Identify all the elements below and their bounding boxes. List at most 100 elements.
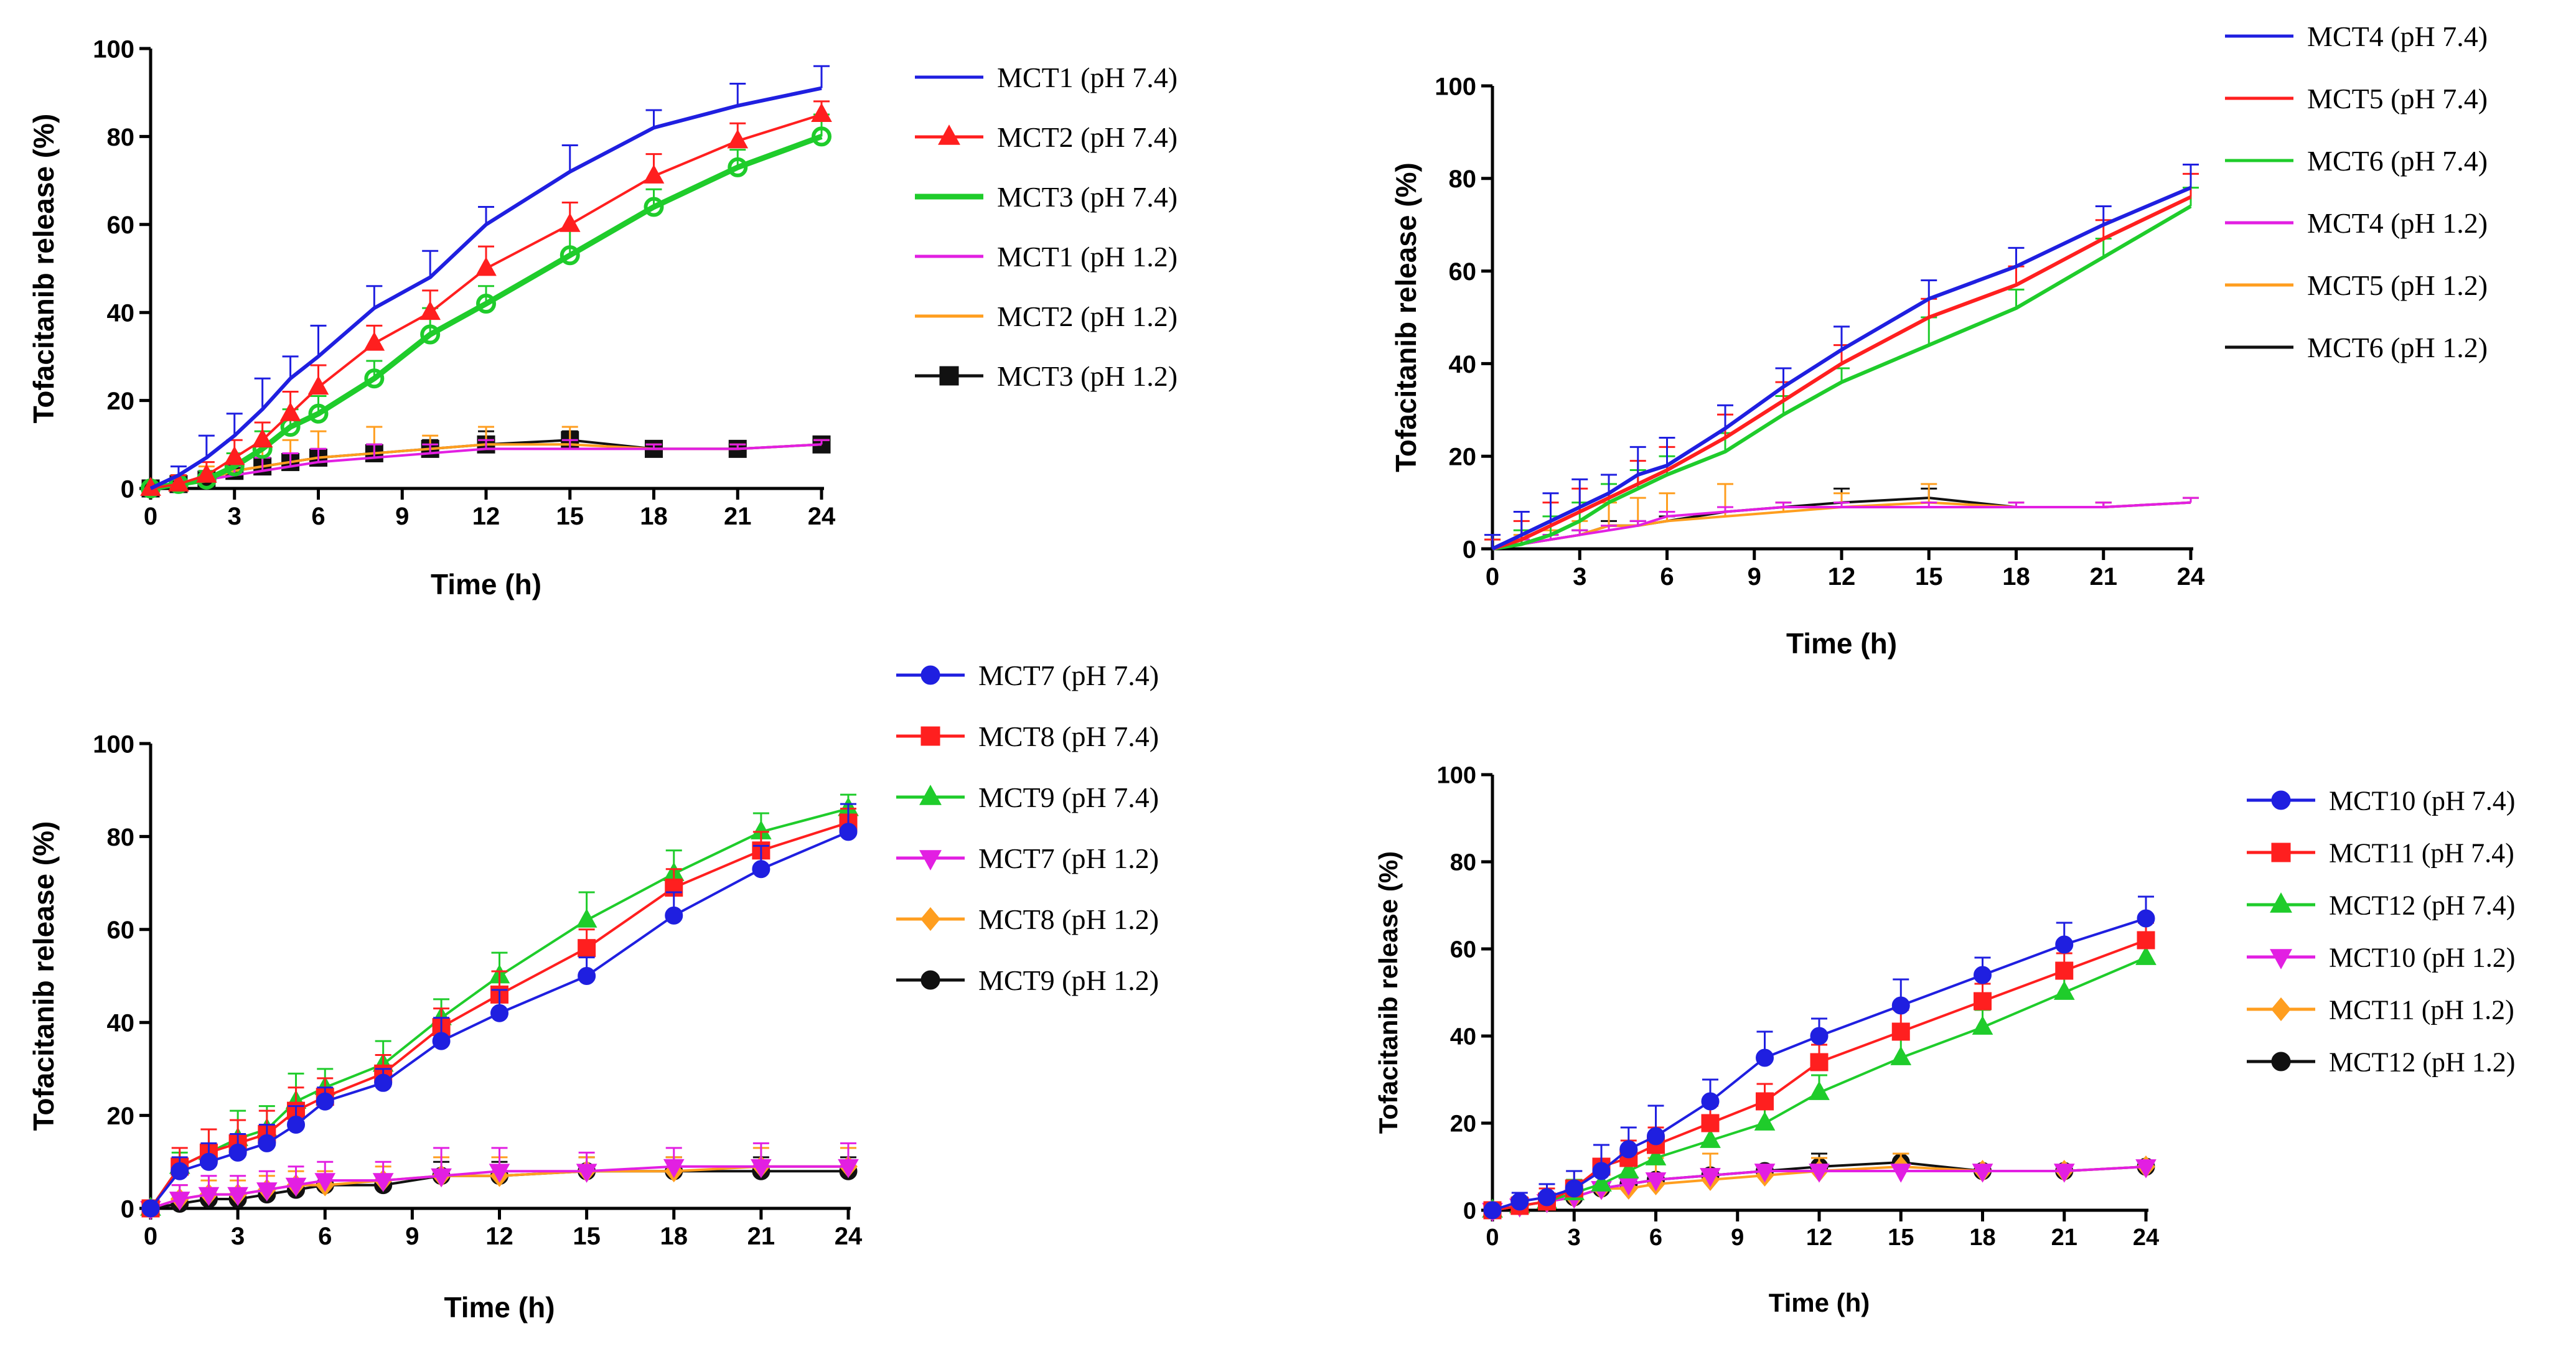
legend-label: MCT3 (pH 1.2) [997, 360, 1178, 392]
legend-item: MCT4 (pH 1.2) [2225, 207, 2488, 239]
legend-item: MCT1 (pH 1.2) [915, 241, 1178, 273]
legend-item: MCT6 (pH 1.2) [2225, 332, 2488, 363]
data-point [728, 157, 748, 177]
data-point [1538, 1188, 1556, 1207]
legend-item: MCT8 (pH 7.4) [896, 721, 1159, 752]
data-point [2053, 981, 2075, 1000]
data-point [171, 1162, 189, 1180]
legend-label: MCT6 (pH 1.2) [2307, 332, 2488, 363]
y-axis-title: Tofacitanib release (%) [1374, 851, 1403, 1134]
legend-item: MCT11 (pH 1.2) [2247, 994, 2514, 1025]
y-tick-label: 0 [1463, 1198, 1476, 1225]
data-point [1754, 1164, 1776, 1183]
x-tick-label: 21 [724, 503, 752, 530]
data-point [811, 103, 832, 122]
x-tick-label: 18 [2002, 563, 2030, 590]
legend-label: MCT8 (pH 1.2) [978, 903, 1159, 935]
data-point [576, 1164, 597, 1183]
legend-item: MCT1 (pH 7.4) [915, 62, 1178, 93]
legend: MCT10 (pH 7.4) MCT11 (pH 7.4) MCT12 (pH 7.… [2247, 785, 2515, 1077]
legend-marker [920, 665, 940, 685]
data-point [1618, 1159, 1639, 1179]
x-tick-label: 3 [1568, 1225, 1581, 1251]
x-tick-label: 6 [1649, 1225, 1662, 1251]
x-axis-title: Time (h) [1769, 1288, 1870, 1317]
legend-marker [2270, 892, 2292, 913]
x-tick-label: 12 [1806, 1225, 1832, 1251]
data-point [1700, 1129, 1721, 1148]
data-point [559, 213, 581, 232]
chart-panel-3: 0 3 6 9 12 15 18 21 24 0 20 40 60 80 100 Time (h) Tofaci… [27, 660, 1159, 1323]
y-tick-label: 80 [107, 824, 135, 851]
x-tick-label: 24 [2177, 563, 2205, 590]
y-tick-label: 40 [1450, 1024, 1476, 1050]
x-tick-label: 0 [1486, 1225, 1499, 1251]
data-point [169, 1192, 190, 1211]
data-point [1647, 1127, 1665, 1146]
legend-item: MCT2 (pH 1.2) [915, 301, 1178, 332]
data-point [1891, 996, 1910, 1015]
data-point [1809, 1081, 1830, 1100]
data-point [285, 1177, 307, 1197]
legend: MCT1 (pH 7.4) MCT2 (pH 7.4) MCT3 (pH 7.4) M… [915, 62, 1178, 392]
data-point [644, 197, 664, 217]
data-point [1701, 1092, 1720, 1111]
data-point [2135, 946, 2157, 965]
series-mct1-ph-7-4- [149, 65, 830, 490]
legend-item: MCT9 (pH 1.2) [896, 964, 1159, 996]
legend-item: MCT8 (pH 1.2) [896, 903, 1159, 935]
data-point [1645, 1172, 1667, 1192]
y-tick-label: 80 [1449, 166, 1477, 193]
legend-label: MCT1 (pH 1.2) [997, 241, 1178, 273]
data-point [251, 428, 273, 448]
data-point [431, 1168, 452, 1188]
data-point [752, 860, 770, 879]
x-tick-label: 12 [485, 1223, 513, 1250]
data-point [1591, 1172, 1612, 1192]
data-point [1754, 1111, 1776, 1131]
legend-marker [2271, 997, 2291, 1022]
legend-label: MCT2 (pH 7.4) [997, 121, 1178, 153]
legend-item: MCT4 (pH 7.4) [2225, 21, 2488, 52]
x-tick-label: 21 [747, 1223, 775, 1250]
y-tick-label: 40 [107, 300, 135, 327]
legend-marker [2271, 790, 2291, 810]
data-point [476, 294, 496, 314]
x-axis-title: Time (h) [1786, 627, 1897, 660]
data-point [363, 331, 385, 351]
data-point [372, 1173, 394, 1192]
x-tick-label: 24 [808, 503, 836, 530]
y-tick-label: 0 [121, 1195, 134, 1223]
legend-item: MCT12 (pH 7.4) [2247, 890, 2515, 920]
legend-label: MCT2 (pH 1.2) [997, 301, 1178, 332]
legend-label: MCT10 (pH 7.4) [2329, 785, 2515, 816]
data-point [2135, 1159, 2157, 1179]
x-axis-title: Time (h) [444, 1291, 555, 1323]
data-point [2055, 935, 2074, 954]
data-point [314, 1173, 336, 1192]
data-point [432, 1032, 451, 1050]
x-tick-label: 9 [395, 503, 409, 530]
data-point [1700, 1168, 1721, 1187]
y-tick-label: 0 [121, 475, 134, 503]
x-tick-label: 18 [660, 1223, 688, 1250]
legend-item: MCT10 (pH 1.2) [2247, 942, 2515, 973]
legend-label: MCT7 (pH 1.2) [978, 843, 1159, 874]
data-point [489, 1164, 510, 1183]
data-point [1619, 1140, 1638, 1159]
y-tick-label: 100 [93, 35, 134, 63]
legend-label: MCT12 (pH 7.4) [2329, 890, 2515, 920]
x-tick-label: 3 [228, 503, 241, 530]
data-point [1810, 1027, 1829, 1045]
y-tick-label: 20 [107, 388, 135, 415]
data-point [1645, 1146, 1667, 1165]
legend-label: MCT4 (pH 1.2) [2307, 207, 2488, 239]
x-tick-label: 9 [405, 1223, 419, 1250]
data-point [643, 164, 665, 184]
data-point [199, 1152, 218, 1171]
data-point [1809, 1164, 1830, 1183]
series-mct10-ph-7-4- [1483, 895, 2155, 1220]
series-line [1491, 185, 2192, 551]
x-tick-label: 24 [2133, 1225, 2159, 1251]
legend-marker [920, 970, 940, 990]
